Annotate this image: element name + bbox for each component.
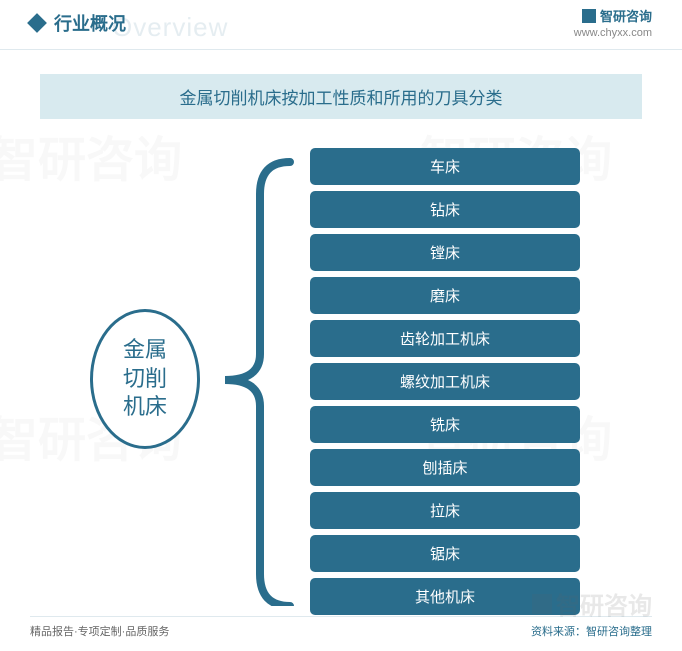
root-node: 金属 切削 机床 bbox=[90, 309, 200, 449]
footer-left: 精品报告·专项定制·品质服务 bbox=[30, 623, 169, 639]
brand-url: www.chyxx.com bbox=[574, 27, 652, 39]
item-3: 磨床 bbox=[310, 277, 580, 314]
diagram: 金属 切削 机床 车床 钻床 镗床 磨床 齿轮加工机床 螺纹加工机床 铣床 刨插… bbox=[0, 139, 682, 619]
item-6: 铣床 bbox=[310, 406, 580, 443]
item-4: 齿轮加工机床 bbox=[310, 320, 580, 357]
title-bar: 金属切削机床按加工性质和所用的刀具分类 bbox=[40, 74, 642, 119]
item-1: 钻床 bbox=[310, 191, 580, 228]
footer-watermark-icon bbox=[532, 594, 552, 614]
item-7: 刨插床 bbox=[310, 449, 580, 486]
header-right: 智研咨询 www.chyxx.com bbox=[574, 6, 652, 39]
item-0: 车床 bbox=[310, 148, 580, 185]
header-ghost-text: Overview bbox=[112, 12, 228, 43]
brace-icon bbox=[210, 154, 300, 606]
item-5: 螺纹加工机床 bbox=[310, 363, 580, 400]
footer: 精品报告·专项定制·品质服务 资料来源：智研咨询整理 bbox=[30, 616, 652, 639]
diamond-icon bbox=[27, 13, 47, 33]
footer-right: 资料来源：智研咨询整理 bbox=[531, 623, 652, 639]
root-label: 金属 切削 机床 bbox=[123, 336, 167, 422]
item-2: 镗床 bbox=[310, 234, 580, 271]
header: 行业概况 Overview 智研咨询 www.chyxx.com bbox=[0, 0, 682, 50]
item-8: 拉床 bbox=[310, 492, 580, 529]
items-container: 车床 钻床 镗床 磨床 齿轮加工机床 螺纹加工机床 铣床 刨插床 拉床 锯床 其… bbox=[310, 148, 580, 615]
brand-text: 智研咨询 bbox=[600, 6, 652, 25]
brand: 智研咨询 bbox=[574, 6, 652, 25]
item-9: 锯床 bbox=[310, 535, 580, 572]
brand-icon bbox=[582, 9, 596, 23]
header-title: 行业概况 bbox=[54, 10, 126, 36]
header-left: 行业概况 bbox=[30, 10, 652, 36]
